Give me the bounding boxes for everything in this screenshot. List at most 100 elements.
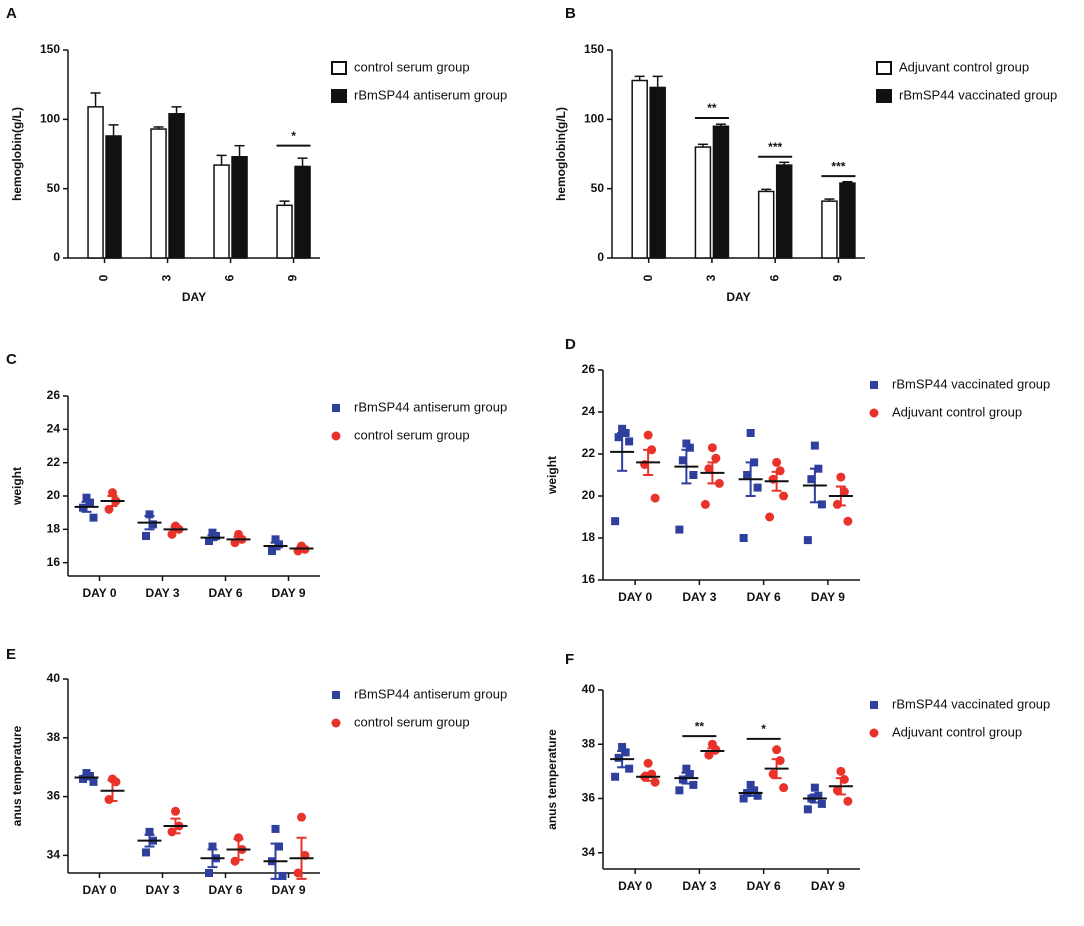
y-tick-label: 18 — [47, 522, 61, 536]
data-point — [700, 499, 710, 509]
bar — [276, 204, 293, 259]
data-point — [625, 437, 634, 446]
data-point — [843, 796, 853, 806]
x-tick-label: DAY 0 — [82, 586, 116, 600]
bar — [775, 164, 793, 259]
y-axis-label: anus temperature — [545, 729, 559, 830]
data-point — [293, 868, 303, 878]
data-point — [149, 520, 157, 529]
data-point — [89, 777, 98, 786]
bar — [839, 182, 856, 259]
y-tick-label: 40 — [582, 682, 596, 696]
data-point — [82, 493, 91, 502]
data-point — [817, 500, 826, 509]
data-point — [611, 772, 620, 781]
y-tick-label: 36 — [582, 791, 596, 805]
data-point — [775, 466, 785, 476]
legend-label: rBmSP44 antiserum group — [354, 686, 507, 701]
legend-label: rBmSP44 antiserum group — [354, 87, 507, 102]
data-point — [689, 780, 698, 789]
data-point — [753, 791, 762, 800]
bar — [87, 106, 104, 259]
y-tick-label: 22 — [582, 446, 596, 460]
data-point — [746, 429, 755, 437]
data-point — [268, 547, 276, 555]
data-point — [843, 516, 853, 526]
y-tick-label: 40 — [47, 671, 61, 685]
y-tick-label: 18 — [582, 530, 596, 544]
data-point — [678, 775, 687, 784]
y-tick-label: 150 — [584, 42, 604, 56]
bar — [649, 86, 666, 259]
panel-label: B — [565, 5, 576, 22]
data-point — [618, 742, 627, 751]
x-tick-label: 6 — [223, 274, 237, 281]
y-tick-label: 150 — [40, 42, 60, 56]
data-point — [275, 842, 283, 851]
x-tick-label: DAY 6 — [208, 883, 242, 897]
x-tick-label: DAY 3 — [682, 590, 716, 604]
legend-label: rBmSP44 vaccinated group — [899, 87, 1057, 102]
data-point — [171, 806, 180, 816]
x-tick-label: DAY 0 — [618, 590, 652, 604]
legend-swatch — [870, 381, 878, 389]
legend-label: rBmSP44 vaccinated group — [892, 376, 1050, 391]
legend-label: rBmSP44 antiserum group — [354, 399, 507, 414]
y-tick-label: 0 — [53, 250, 60, 264]
x-tick-label: DAY 9 — [271, 883, 305, 897]
data-point — [832, 499, 842, 509]
legend-swatch — [331, 61, 347, 75]
data-point — [271, 535, 280, 544]
data-point — [682, 439, 691, 448]
data-point — [145, 827, 154, 836]
data-point — [142, 532, 150, 540]
data-point — [839, 487, 849, 497]
data-point — [685, 443, 694, 452]
data-point — [746, 780, 755, 789]
bar — [213, 164, 230, 259]
data-point — [205, 869, 213, 877]
data-point — [810, 783, 819, 792]
data-point — [104, 504, 114, 514]
data-point — [817, 799, 826, 808]
x-tick-label: 0 — [97, 274, 111, 281]
bar — [294, 165, 311, 259]
data-point — [836, 472, 846, 482]
data-point — [643, 430, 653, 440]
y-tick-label: 50 — [591, 181, 605, 195]
y-axis-label: weight — [10, 467, 24, 506]
data-point — [145, 510, 154, 519]
x-tick-label: DAY 3 — [682, 879, 716, 893]
bar — [694, 146, 712, 259]
significance-label: ** — [695, 719, 705, 733]
significance-label: ** — [707, 101, 717, 115]
x-tick-label: 6 — [767, 274, 781, 281]
legend-swatch — [869, 408, 879, 418]
x-tick-label: 3 — [160, 274, 174, 281]
data-point — [650, 493, 660, 503]
data-point — [803, 805, 812, 814]
legend-swatch — [332, 404, 340, 412]
data-point — [765, 512, 775, 522]
y-tick-label: 16 — [47, 555, 61, 569]
data-point — [814, 791, 823, 800]
bar — [631, 79, 648, 259]
panel-label: C — [6, 351, 17, 368]
x-tick-label: DAY 0 — [82, 883, 116, 897]
data-point — [711, 453, 721, 463]
y-tick-label: 34 — [582, 845, 596, 859]
data-point — [689, 471, 698, 479]
y-axis-label: hemoglobin(g/L) — [554, 107, 568, 201]
data-point — [836, 766, 846, 776]
data-point — [714, 478, 724, 488]
y-tick-label: 20 — [582, 488, 596, 502]
data-point — [803, 536, 812, 545]
bar — [105, 135, 122, 259]
y-tick-label: 24 — [47, 422, 61, 436]
y-tick-label: 26 — [47, 388, 61, 402]
data-point — [297, 812, 306, 822]
legend-label: control serum group — [354, 714, 470, 729]
y-tick-label: 22 — [47, 455, 61, 469]
data-point — [779, 491, 789, 501]
